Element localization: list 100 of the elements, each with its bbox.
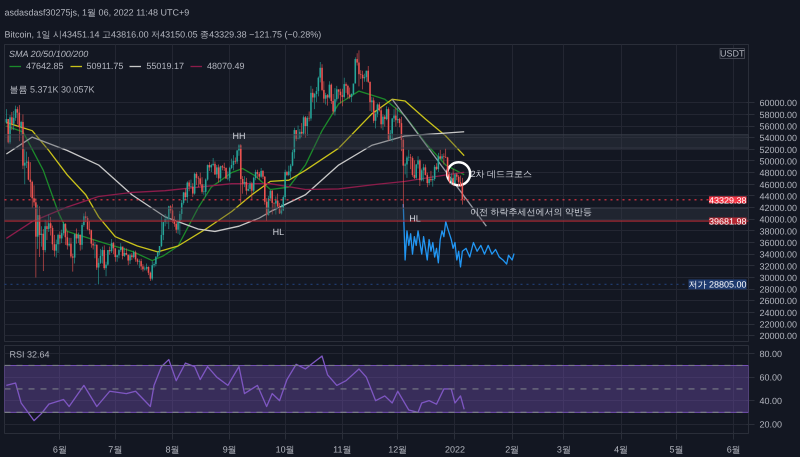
candlestick [232, 154, 234, 171]
candlestick [214, 161, 216, 176]
y-tick-label: 40.00 [760, 396, 782, 406]
annotation: HL [272, 226, 284, 237]
x-tick-label: 6월 [726, 444, 741, 454]
candlestick [36, 204, 39, 250]
annotation: 2차 데드크로스 [470, 168, 532, 179]
candlestick [76, 228, 78, 244]
y-tick-label: 56000.00 [760, 122, 798, 132]
y-tick-label: 24000.00 [760, 308, 798, 318]
y-tick-label: 22000.00 [760, 320, 798, 330]
y-tick-label: 30000.00 [760, 272, 798, 283]
legend-title: SMA 20/50/100/200 [9, 49, 90, 59]
candlestick [366, 70, 368, 82]
candlestick [412, 156, 414, 177]
candlestick [140, 258, 142, 270]
candlestick [288, 165, 290, 176]
candlestick [364, 73, 366, 82]
candlestick [302, 115, 304, 136]
candlestick [46, 220, 48, 240]
candlestick [386, 106, 388, 121]
candlestick [275, 196, 277, 215]
candlestick [220, 165, 222, 182]
candlestick [6, 108, 8, 124]
candlestick [342, 88, 344, 107]
legend-label: 47642.85 [26, 61, 64, 71]
candlestick [420, 168, 423, 182]
y-tick-label: 60.00 [760, 372, 782, 383]
chart-subtitle: Bitcoin, 1일 시43451.14 고43816.00 저43150.05 종43329.38 −121.75 (−0.28%) [4, 30, 322, 40]
y-tick-label: 58000.00 [760, 110, 798, 120]
candlestick [110, 238, 112, 254]
candlestick [192, 182, 194, 198]
candlestick [18, 104, 20, 142]
candlestick [7, 118, 9, 144]
candlestick [42, 228, 44, 272]
candlestick [57, 233, 59, 254]
x-tick-label: 12월 [388, 444, 408, 454]
y-tick-label: 50000.00 [760, 156, 798, 166]
candlestick [334, 88, 336, 116]
candlestick [328, 80, 330, 99]
candlestick [201, 176, 203, 194]
candlestick [312, 88, 314, 102]
candlestick [438, 152, 440, 172]
y-tick-label: 80.00 [760, 349, 782, 360]
y-tick-label: 42000.00 [760, 203, 798, 214]
y-tick-label: 20000.00 [760, 331, 798, 342]
candlestick [295, 130, 297, 142]
y-tick-label: 28000.00 [760, 284, 798, 295]
candlestick [458, 174, 460, 186]
ref-line-label: 43329.38 [708, 195, 747, 206]
candlestick [422, 164, 424, 182]
chart-title: asdasdasf30275js, 1월 06, 2022 11:48 UTC+9 [4, 8, 190, 18]
ref-line-label: 39681.98 [708, 216, 747, 227]
candlestick [216, 164, 218, 178]
x-tick-label: 8월 [165, 444, 180, 454]
y-tick-label: 40000.00 [760, 214, 798, 225]
candlestick [452, 168, 454, 186]
candlestick [64, 222, 66, 246]
annotation: 볼륨 5.371K 30.057K [10, 84, 95, 94]
y-tick-label: 26000.00 [760, 296, 798, 306]
annotation: HH [232, 131, 246, 142]
y-tick-label: 54000.00 [760, 133, 798, 144]
candlestick [194, 172, 196, 196]
candlestick [249, 181, 251, 192]
candlestick [271, 190, 273, 215]
candlestick [59, 231, 61, 245]
candlestick [38, 206, 40, 258]
y-tick-label: 48000.00 [760, 168, 798, 178]
x-tick-label: 6월 [52, 444, 67, 454]
candlestick [134, 250, 136, 262]
x-tick-label: 4월 [614, 444, 628, 454]
y-tick-label: 44000.00 [760, 191, 798, 202]
candlestick [358, 50, 360, 87]
candlestick [124, 247, 126, 258]
x-tick-label: 11월 [333, 444, 352, 454]
candlestick [251, 182, 253, 200]
candlestick [347, 84, 349, 99]
y-tick-label: 52000.00 [760, 144, 798, 155]
candlestick [11, 112, 13, 130]
legend-label: 48070.49 [206, 61, 245, 71]
candlestick [74, 233, 76, 264]
candlestick [172, 204, 174, 223]
candlestick [340, 88, 342, 104]
y-tick-label: 34000.00 [760, 250, 798, 260]
y-tick-label: 32000.00 [760, 261, 798, 272]
candlestick [218, 164, 220, 183]
x-tick-label: 7월 [108, 444, 122, 454]
candlestick [186, 181, 188, 204]
candlestick [326, 94, 328, 106]
candlestick [419, 158, 421, 186]
candlestick [450, 172, 452, 185]
legend-label: 55019.17 [146, 61, 184, 71]
text: RSI 32.64 [10, 350, 50, 360]
annotation: 이전 하락추세선에서의 약반등 [470, 206, 592, 217]
candlestick [112, 242, 114, 254]
candlestick [304, 116, 306, 138]
candlestick [20, 120, 22, 136]
candlestick [122, 246, 124, 260]
candlestick [382, 114, 384, 130]
candlestick [79, 234, 81, 251]
